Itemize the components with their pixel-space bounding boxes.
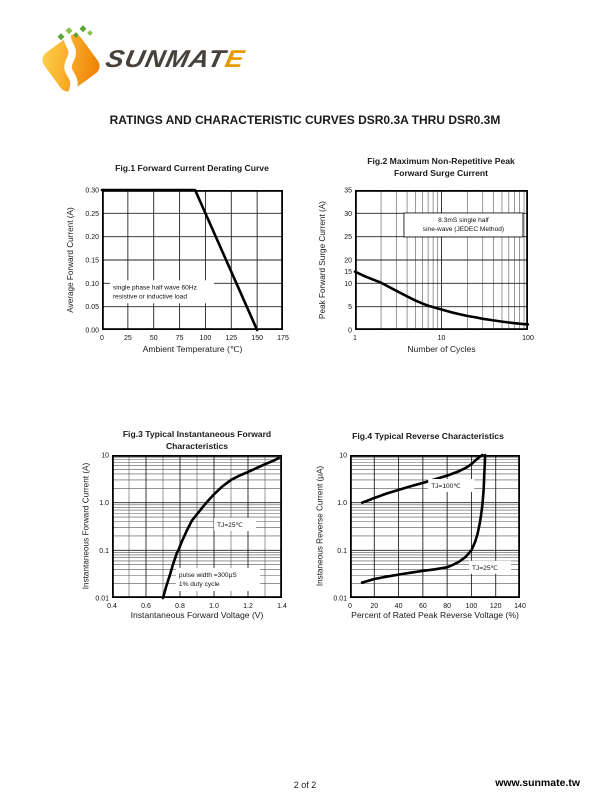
fig2-y-axis-label: Peak Forward Surge Current (A) — [318, 201, 327, 319]
svg-text:8.3mS single half: 8.3mS single half — [438, 217, 489, 224]
svg-text:0.25: 0.25 — [85, 211, 99, 218]
svg-text:0.15: 0.15 — [85, 258, 99, 265]
fig2-title-line1: Fig.2 Maximum Non-Repetitive Peak — [367, 156, 515, 166]
svg-text:0.01: 0.01 — [95, 596, 109, 603]
svg-text:80: 80 — [443, 603, 451, 610]
svg-text:TJ=25℃: TJ=25℃ — [472, 565, 499, 572]
svg-text:0.20: 0.20 — [85, 234, 99, 241]
sunmate-logo-icon — [42, 25, 100, 96]
svg-text:15: 15 — [344, 269, 352, 276]
svg-text:60: 60 — [419, 603, 427, 610]
svg-text:20: 20 — [370, 603, 378, 610]
wordmark-main: SUNMAT — [103, 45, 229, 73]
page-title: RATINGS AND CHARACTERISTIC CURVES DSR0.3… — [109, 113, 501, 127]
svg-text:1.0: 1.0 — [337, 500, 347, 507]
svg-text:10: 10 — [344, 281, 352, 288]
fig3-y-axis-label: Instantaneous Forward Current (A) — [81, 462, 91, 590]
svg-text:1: 1 — [353, 335, 357, 342]
svg-text:0.6: 0.6 — [141, 603, 151, 610]
svg-text:0.05: 0.05 — [85, 304, 99, 311]
svg-text:35: 35 — [344, 188, 352, 195]
svg-text:1.0: 1.0 — [99, 500, 109, 507]
svg-text:1.4: 1.4 — [277, 603, 287, 610]
svg-text:1.2: 1.2 — [243, 603, 253, 610]
svg-text:0: 0 — [348, 328, 352, 335]
svg-text:25: 25 — [124, 335, 132, 342]
svg-text:30: 30 — [344, 211, 352, 218]
svg-text:sine-wave (JEDEC Method): sine-wave (JEDEC Method) — [423, 226, 504, 233]
svg-text:0: 0 — [348, 603, 352, 610]
svg-text:100: 100 — [522, 335, 534, 342]
svg-text:TJ=25℃: TJ=25℃ — [217, 522, 244, 529]
svg-text:0.01: 0.01 — [333, 596, 347, 603]
fig2-x-axis-label: Number of Cycles — [407, 344, 476, 354]
svg-text:40: 40 — [395, 603, 403, 610]
fig3-x-axis-label: Instantaneous Forward Voltage (V) — [130, 610, 264, 620]
svg-text:0.10: 0.10 — [85, 281, 99, 288]
svg-text:0: 0 — [100, 335, 104, 342]
svg-text:0.00: 0.00 — [85, 328, 99, 335]
fig1-y-axis-label: Average Forward Current (A) — [66, 207, 75, 313]
svg-text:0.30: 0.30 — [85, 188, 99, 195]
fig3-chart: 0.4 0.6 0.8 1.0 1.2 1.4 10 1.0 0.1 0.01 TJ=25℃ puls… — [95, 453, 287, 611]
svg-text:75: 75 — [176, 335, 184, 342]
fig1-chart: 0 25 50 75 100 125 150 175 0.30 0.25 0.20 0.15 0.10 0… — [85, 188, 289, 343]
fig3-title-line2: Characteristics — [165, 441, 229, 451]
svg-text:100: 100 — [466, 603, 478, 610]
svg-text:10: 10 — [339, 453, 347, 460]
website-link[interactable]: www.sunmate.tw — [495, 777, 580, 789]
svg-text:0.8: 0.8 — [175, 603, 185, 610]
svg-text:TJ=100℃: TJ=100℃ — [431, 483, 461, 490]
svg-text:120: 120 — [490, 603, 502, 610]
svg-text:1.0: 1.0 — [209, 603, 219, 610]
page-number: 2 of 2 — [293, 780, 317, 790]
fig1-x-axis-label: Ambient Temperature (℃) — [142, 344, 243, 354]
svg-text:0.1: 0.1 — [337, 548, 347, 555]
svg-text:0.4: 0.4 — [107, 603, 117, 610]
svg-text:single phase half wave 60Hz: single phase half wave 60Hz — [113, 284, 197, 291]
svg-text:10: 10 — [101, 453, 109, 460]
fig1-title: Fig.1 Forward Current Derating Curve — [115, 163, 269, 173]
svg-text:resistive or inductive load: resistive or inductive load — [113, 293, 187, 300]
fig2-chart: 1 10 100 35 30 25 20 15 10 5 0 8.3mS single half sin… — [344, 188, 534, 343]
svg-text:175: 175 — [277, 335, 289, 342]
svg-text:10: 10 — [438, 335, 446, 342]
sunmate-wordmark: SUNMATE — [103, 46, 247, 74]
wordmark-accent: E — [222, 45, 248, 73]
fig4-x-axis-label: Percent of Rated Peak Reverse Voltage (%… — [351, 610, 519, 620]
svg-text:1% duty cycle: 1% duty cycle — [179, 581, 220, 588]
fig2-title-line2: Forward Surge Current — [393, 168, 489, 178]
svg-text:125: 125 — [225, 335, 237, 342]
fig4-title: Fig.4 Typical Reverse Characteristics — [352, 431, 504, 441]
svg-text:150: 150 — [251, 335, 263, 342]
svg-text:pulse width =300μS: pulse width =300μS — [179, 572, 237, 579]
svg-text:20: 20 — [344, 258, 352, 265]
fig3-title-line1: Fig.3 Typical Instantaneous Forward — [122, 429, 272, 439]
fig4-y-axis-label: Instaneous Reverse Current (μA) — [315, 465, 325, 587]
svg-text:0.1: 0.1 — [99, 548, 109, 555]
svg-text:140: 140 — [514, 603, 526, 610]
svg-text:100: 100 — [200, 335, 212, 342]
svg-text:50: 50 — [150, 335, 158, 342]
svg-text:5: 5 — [348, 304, 352, 311]
svg-text:25: 25 — [344, 234, 352, 241]
fig4-chart: 0 20 40 60 80 100 120 140 10 1.0 0.1 0.01 TJ=100℃ TJ=… — [333, 453, 526, 611]
